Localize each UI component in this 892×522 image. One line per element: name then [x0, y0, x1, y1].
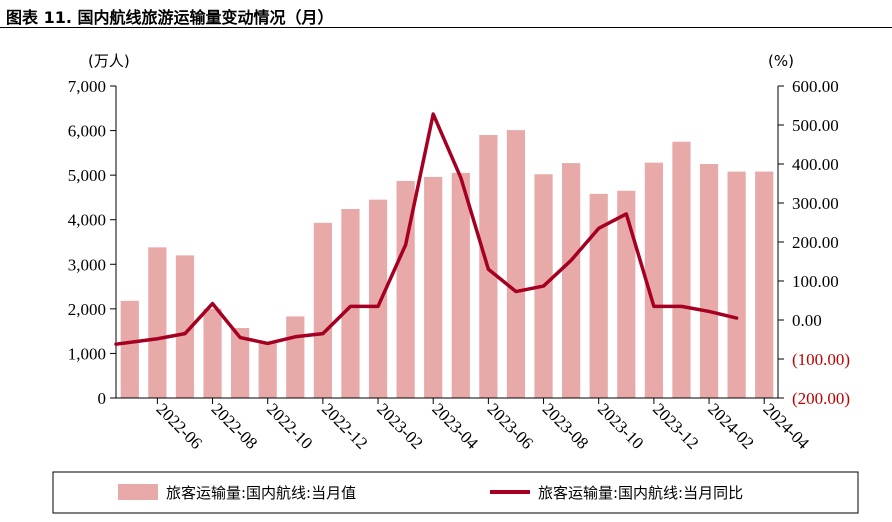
bar-2023-07: [506, 130, 526, 398]
legend: 旅客运输量:国内航线:当月值 旅客运输量:国内航线:当月同比: [52, 471, 859, 514]
bar-2023-03: [396, 180, 415, 398]
left-axis-ticks: 0 1,000 2,000 3,000 4,000 5,000 6,000 7,000: [68, 77, 116, 408]
x-tick-label: 2024-02: [704, 399, 758, 453]
legend-frame: [52, 471, 859, 514]
bar-2024-04: [755, 171, 774, 398]
legend-line-label: 旅客运输量:国内航线:当月同比: [538, 484, 743, 502]
bar-2022-10: [258, 343, 277, 398]
legend-bar-label: 旅客运输量:国内航线:当月值: [166, 484, 356, 502]
left-tick-label: 0: [98, 389, 107, 408]
right-axis-ticks: (200.00) (100.00) 0.00 100.00 200.00 300.00 40…: [778, 77, 850, 408]
left-tick-label: 2,000: [68, 300, 106, 319]
left-tick-label: 5,000: [68, 166, 106, 185]
x-tick-label: 2023-10: [594, 399, 648, 453]
bar-2023-01: [341, 209, 360, 398]
x-tick-label: 2023-08: [539, 399, 593, 453]
right-tick-label: 400.00: [792, 155, 839, 174]
right-tick-label: 0.00: [792, 311, 822, 330]
bar-2023-09: [562, 163, 581, 398]
x-tick-label: 2022-06: [153, 399, 207, 453]
left-axis-unit: (万人): [88, 52, 130, 70]
legend-bar-swatch: [118, 484, 158, 500]
bar-2023-04: [424, 176, 443, 398]
left-tick-label: 6,000: [68, 122, 106, 141]
bar-2022-08: [203, 308, 222, 398]
bar-2024-01: [672, 141, 691, 398]
title-divider: [0, 27, 892, 28]
bar-2024-03: [727, 171, 746, 398]
right-axis-unit: (%): [768, 52, 794, 70]
x-tick-label: 2023-06: [484, 399, 538, 453]
bar-2022-11: [286, 316, 305, 398]
bar-2023-11: [617, 190, 636, 398]
x-tick-label: 2022-10: [263, 399, 317, 453]
right-tick-label: 600.00: [792, 77, 839, 96]
bar-2022-09: [231, 328, 250, 398]
x-tick-label: 2022-12: [318, 399, 372, 453]
chart-title: 图表 11. 国内航线旅游运输量变动情况（月）: [6, 8, 334, 27]
bar-2022-07: [175, 255, 195, 398]
bar-2023-05: [451, 172, 470, 398]
yoy-line: [114, 112, 739, 346]
x-axis-ticks: 2022-06 2022-08 2022-10 2022-12 2023-02 2023-…: [153, 398, 813, 453]
bar-2022-05: [120, 300, 139, 398]
line-series: [114, 112, 739, 346]
right-tick-label: (100.00): [792, 350, 850, 369]
bar-2022-06: [148, 247, 167, 398]
left-tick-label: 3,000: [68, 255, 106, 274]
x-tick-label: 2023-04: [428, 399, 482, 453]
bar-2023-02: [368, 199, 388, 398]
left-tick-label: 7,000: [68, 77, 106, 96]
x-tick-label: 2023-12: [649, 399, 703, 453]
bar-2024-02: [699, 164, 719, 398]
right-tick-label: 300.00: [792, 194, 839, 213]
bar-2023-12: [644, 162, 663, 398]
x-tick-label: 2022-08: [208, 399, 262, 453]
right-tick-label: 500.00: [792, 116, 839, 135]
left-tick-label: 4,000: [68, 211, 106, 230]
bar-2023-10: [589, 193, 608, 398]
right-tick-label: 200.00: [792, 233, 839, 252]
x-tick-label: 2023-02: [373, 399, 427, 453]
bar-2022-12: [313, 222, 332, 398]
bar-series: [120, 130, 774, 398]
right-tick-label: (200.00): [792, 389, 850, 408]
left-tick-label: 1,000: [68, 344, 106, 363]
right-tick-label: 100.00: [792, 272, 839, 291]
